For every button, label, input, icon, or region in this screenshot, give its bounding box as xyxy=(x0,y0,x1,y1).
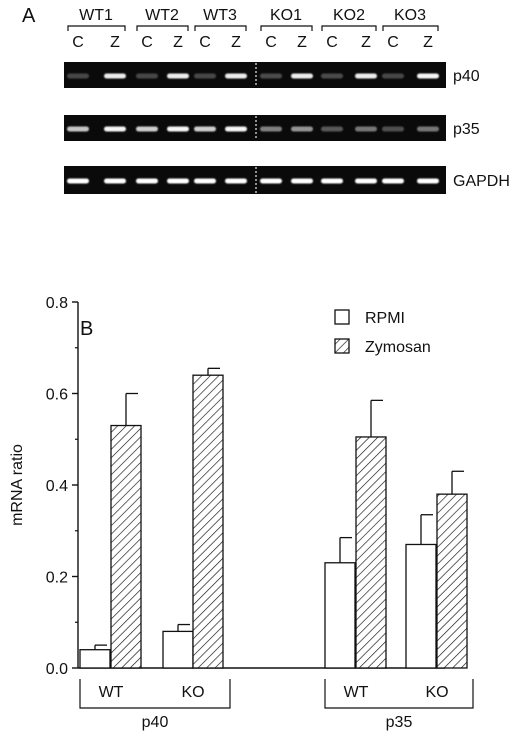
gel-label: GAPDH xyxy=(453,173,510,190)
gel-band xyxy=(382,178,404,184)
gel-band xyxy=(167,73,189,79)
gel-band xyxy=(291,178,313,184)
gel-band xyxy=(167,178,189,184)
gel-band xyxy=(225,178,247,184)
lane-label: Z xyxy=(231,34,241,51)
bar-zymosan xyxy=(110,424,142,669)
lane-label: Z xyxy=(297,34,307,51)
sample-bracket xyxy=(67,25,126,31)
lane-label: Z xyxy=(173,34,183,51)
lane-label: Z xyxy=(110,34,120,51)
legend-swatch xyxy=(334,309,350,325)
gel-band xyxy=(417,178,439,184)
legend-swatch xyxy=(334,338,350,354)
group-label: p40 xyxy=(142,714,169,731)
sample-label: KO3 xyxy=(394,7,426,24)
lane-label: C xyxy=(326,34,338,51)
lane-label: Z xyxy=(361,34,371,51)
legend-label: Zymosan xyxy=(365,339,431,356)
gel-band xyxy=(194,126,216,132)
gel-band xyxy=(355,126,377,132)
bar-zymosan xyxy=(355,436,387,669)
gel-band xyxy=(194,178,216,184)
bar-zymosan xyxy=(436,493,468,669)
category-label: WT xyxy=(344,684,369,701)
gel-band xyxy=(67,126,89,132)
gel-label: p40 xyxy=(453,68,480,85)
panel-a-label: A xyxy=(22,5,36,27)
y-tick-label: 0.2 xyxy=(46,570,68,587)
bar-zymosan xyxy=(192,374,224,669)
y-tick-label: 0.8 xyxy=(46,295,68,312)
sample-label: WT1 xyxy=(79,7,113,24)
group-bracket xyxy=(324,679,474,709)
gel-band xyxy=(104,73,126,79)
gel-band xyxy=(321,178,343,184)
y-tick-label: 0.0 xyxy=(46,661,68,678)
sample-label: WT3 xyxy=(203,7,237,24)
sample-label: KO1 xyxy=(270,7,302,24)
category-label: WT xyxy=(99,684,124,701)
lane-label: C xyxy=(141,34,153,51)
bar-rpmi xyxy=(405,543,437,669)
gel-band xyxy=(225,73,247,79)
gel-band xyxy=(104,178,126,184)
y-axis-label: mRNA ratio xyxy=(9,444,26,526)
gel-band xyxy=(67,73,89,79)
gel-band xyxy=(225,126,247,132)
gel-band xyxy=(104,126,126,132)
gel-band xyxy=(136,178,158,184)
gel-band xyxy=(382,126,404,132)
gel-band xyxy=(194,73,216,79)
lane-label: C xyxy=(265,34,277,51)
gel-band xyxy=(260,73,282,79)
sample-bracket xyxy=(321,25,377,31)
gel-band xyxy=(291,126,313,132)
gel-band xyxy=(260,126,282,132)
lane-label: C xyxy=(199,34,211,51)
sample-bracket xyxy=(136,25,189,31)
sample-bracket xyxy=(260,25,313,31)
group-bracket xyxy=(79,679,231,709)
gel-band xyxy=(136,73,158,79)
gel-band xyxy=(291,73,313,79)
lane-label: Z xyxy=(423,34,433,51)
gel-band xyxy=(321,73,343,79)
y-tick-label: 0.4 xyxy=(46,478,68,495)
bar-chart: 0.0 0.2 0.4 0.6 0.8 mRNA ratio WT KO p40 WT KO p35 R… xyxy=(9,295,474,731)
gel-band xyxy=(382,73,404,79)
bar-rpmi xyxy=(79,649,111,669)
sample-bracket xyxy=(382,25,439,31)
gel-band xyxy=(67,178,89,184)
y-tick-label: 0.6 xyxy=(46,387,68,404)
gel-label: p35 xyxy=(453,121,480,138)
gel-band xyxy=(136,126,158,132)
gel-band xyxy=(321,126,343,132)
gel-band xyxy=(355,178,377,184)
bar-rpmi xyxy=(324,562,356,669)
lane-label: C xyxy=(72,34,84,51)
gel-band xyxy=(417,73,439,79)
gel-band xyxy=(417,126,439,132)
bar-rpmi xyxy=(162,630,194,669)
legend-label: RPMI xyxy=(365,310,405,327)
sample-label: WT2 xyxy=(145,7,179,24)
panel-b-label: B xyxy=(80,318,93,340)
gel-band xyxy=(260,178,282,184)
sample-bracket xyxy=(194,25,247,31)
gel-band xyxy=(355,73,377,79)
lane-label: C xyxy=(387,34,399,51)
category-label: KO xyxy=(181,684,204,701)
group-label: p35 xyxy=(386,714,413,731)
sample-label: KO2 xyxy=(333,7,365,24)
gel-band xyxy=(167,126,189,132)
category-label: KO xyxy=(425,684,448,701)
